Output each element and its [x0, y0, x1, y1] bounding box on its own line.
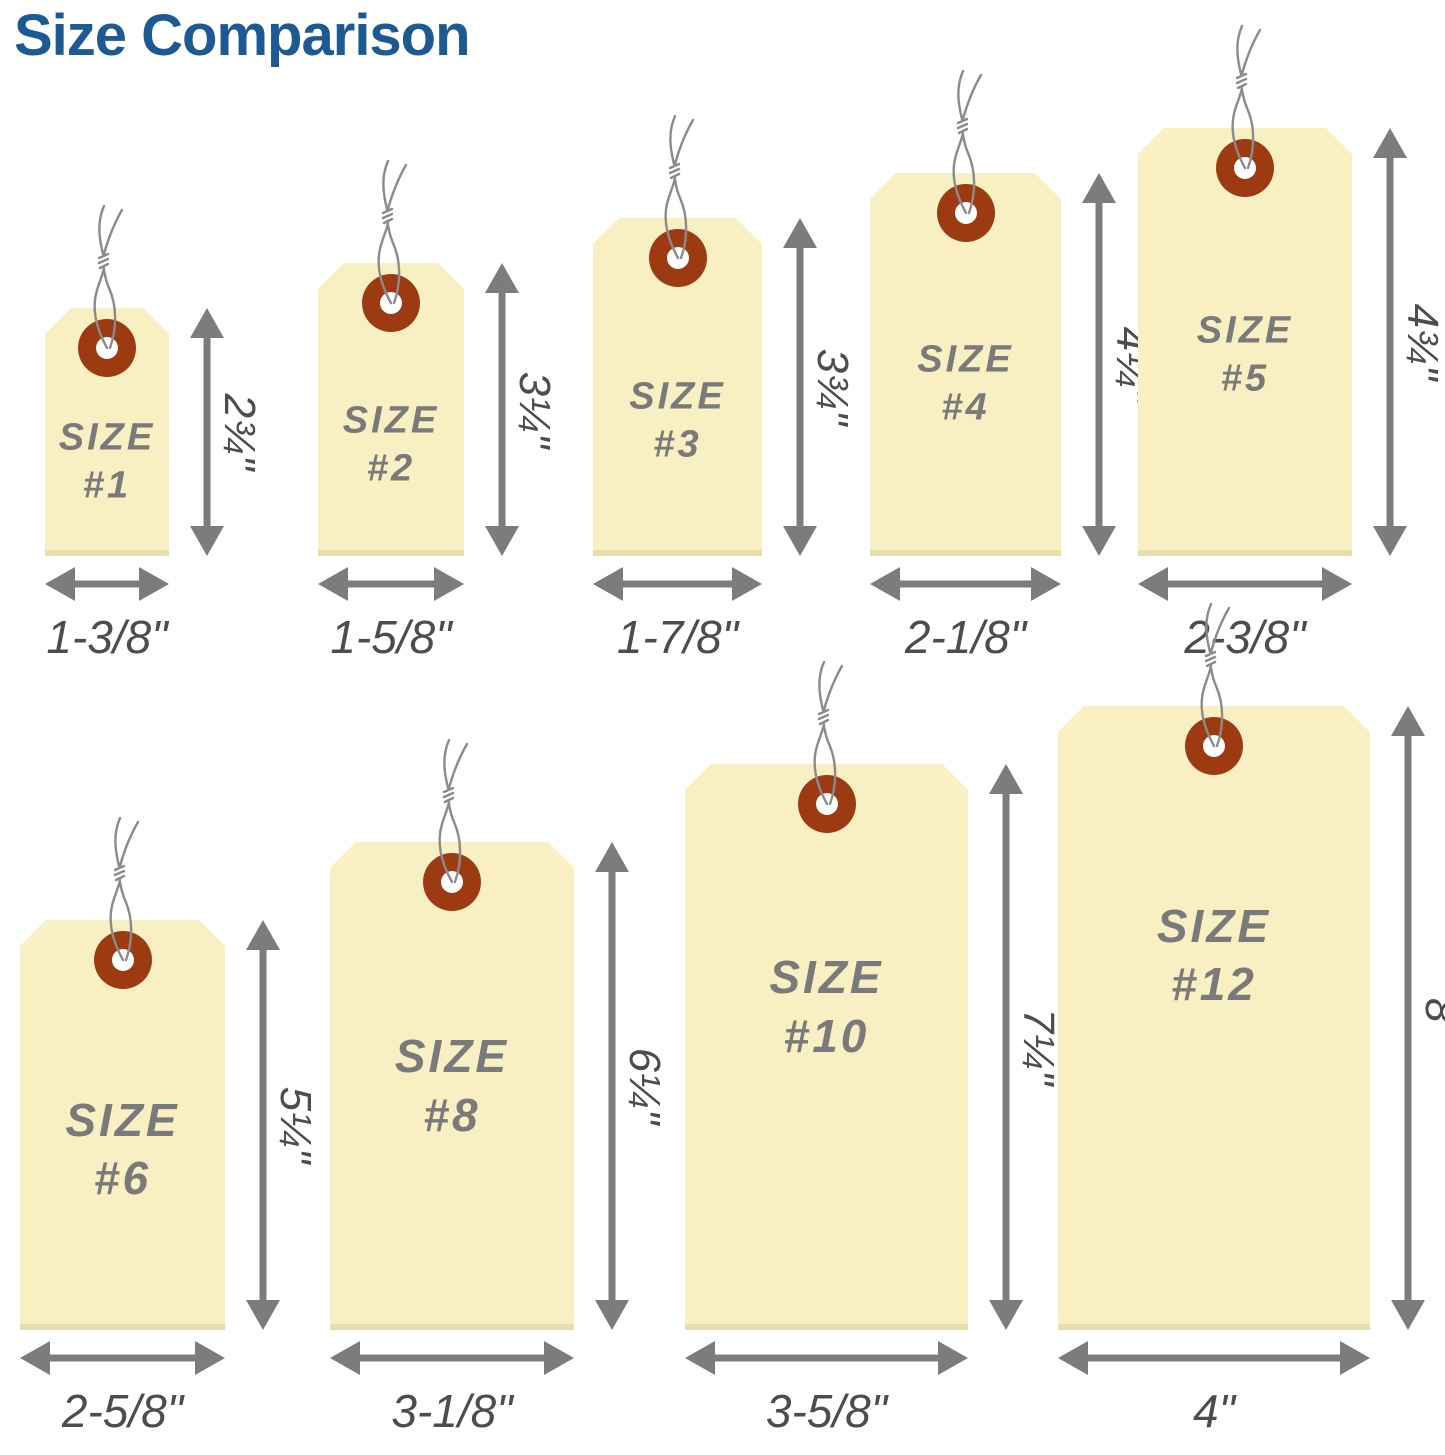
size-label-line1: SIZE	[769, 951, 884, 1004]
grommet-icon	[362, 274, 420, 332]
width-label: 2-1/8"	[904, 611, 1027, 663]
size-label: SIZE #4	[870, 335, 1061, 432]
width-label: 1-7/8"	[616, 611, 739, 663]
width-label: 1-3/8"	[46, 611, 168, 663]
width-arrow	[870, 566, 1061, 602]
height-arrow-shaft	[796, 242, 804, 532]
height-label: 4¾"	[1398, 303, 1445, 381]
size-label: SIZE #2	[318, 396, 464, 493]
size-label-line1: SIZE	[1156, 899, 1272, 952]
height-arrow	[1081, 173, 1117, 556]
size-label-line2: #1	[82, 464, 132, 507]
height-label: 3¼"	[510, 371, 559, 448]
size-label-line1: SIZE	[394, 1030, 510, 1083]
size-label-line1: SIZE	[917, 338, 1014, 381]
size-label: SIZE #5	[1138, 306, 1352, 403]
size-label-line1: SIZE	[65, 1093, 180, 1146]
height-arrow	[782, 218, 818, 556]
height-arrow-shaft	[608, 866, 616, 1306]
width-label: 3-5/8"	[765, 1385, 888, 1437]
width-arrow	[593, 566, 762, 602]
tag-body	[1138, 128, 1352, 556]
size-label-line1: SIZE	[58, 416, 156, 459]
width-arrow	[1058, 1340, 1370, 1376]
page-title: Size Comparison	[14, 3, 471, 68]
width-arrow-shaft	[354, 1354, 550, 1362]
height-arrow	[1390, 706, 1426, 1330]
width-label: 2-5/8"	[61, 1385, 184, 1437]
width-arrow-shaft	[44, 1354, 201, 1362]
width-arrow	[685, 1340, 968, 1376]
tag-body	[1058, 706, 1370, 1330]
size-label-line1: SIZE	[629, 375, 726, 418]
height-arrow-shaft	[1404, 730, 1412, 1306]
height-label: 6¼"	[620, 1047, 669, 1125]
height-label: 7¼"	[1014, 1008, 1063, 1086]
height-label: 8"	[1416, 997, 1445, 1039]
width-arrow-shaft	[617, 580, 738, 588]
width-arrow	[20, 1340, 225, 1376]
width-arrow-shaft	[1162, 580, 1328, 588]
tag-body	[330, 842, 574, 1330]
height-arrow	[484, 263, 520, 556]
width-arrow	[45, 566, 169, 602]
width-arrow-shaft	[894, 580, 1037, 588]
width-arrow-shaft	[69, 580, 145, 588]
width-arrow	[1138, 566, 1352, 602]
width-arrow-shaft	[1082, 1354, 1346, 1362]
size-label-line2: #6	[93, 1152, 152, 1205]
wire-string-icon	[648, 112, 708, 262]
size-label: SIZE #6	[20, 1091, 225, 1209]
wire-string-icon	[1184, 600, 1244, 750]
height-arrow-shaft	[1095, 197, 1103, 532]
height-arrow	[594, 842, 630, 1330]
height-label: 5¼"	[271, 1086, 320, 1164]
wire-string-icon	[422, 736, 482, 886]
height-arrow-shaft	[498, 287, 506, 532]
height-label: 3¾"	[808, 348, 857, 426]
size-label: SIZE #8	[330, 1027, 574, 1145]
wire-string-icon	[797, 658, 857, 808]
height-arrow	[988, 764, 1024, 1330]
height-arrow-shaft	[203, 332, 211, 532]
size-label-line2: #8	[423, 1089, 481, 1141]
width-label: 2-3/8"	[1184, 611, 1306, 663]
width-arrow-shaft	[709, 1354, 944, 1362]
height-arrow-shaft	[259, 944, 267, 1306]
size-label: SIZE #10	[685, 949, 968, 1067]
size-label-line2: #4	[941, 386, 990, 429]
tag-body	[685, 764, 968, 1330]
width-label: 3-1/8"	[391, 1385, 513, 1437]
size-label-line2: #5	[1220, 357, 1270, 400]
size-label-line2: #10	[783, 1010, 870, 1063]
height-arrow-shaft	[1002, 788, 1010, 1306]
wire-string-icon	[93, 814, 153, 964]
height-arrow	[245, 920, 281, 1330]
size-label-line2: #3	[653, 423, 702, 466]
wire-string-icon	[1215, 22, 1275, 172]
width-arrow	[330, 1340, 574, 1376]
width-label: 1-5/8"	[330, 611, 452, 663]
size-label-line1: SIZE	[1196, 309, 1294, 352]
size-label: SIZE #12	[1058, 897, 1370, 1015]
height-arrow-shaft	[1386, 152, 1394, 532]
height-arrow	[1372, 128, 1408, 556]
width-arrow	[318, 566, 464, 602]
width-arrow-shaft	[342, 580, 440, 588]
size-label-line2: #12	[1171, 958, 1257, 1011]
wire-string-icon	[361, 157, 421, 307]
wire-string-icon	[936, 67, 996, 217]
size-label-line2: #2	[366, 447, 416, 490]
size-label: SIZE #1	[45, 413, 169, 510]
size-label: SIZE #3	[593, 372, 762, 469]
size-label-line1: SIZE	[342, 399, 440, 442]
height-arrow	[189, 308, 225, 556]
width-label: 4"	[1193, 1385, 1235, 1437]
height-label: 2¾"	[215, 393, 264, 471]
wire-string-icon	[77, 202, 137, 352]
